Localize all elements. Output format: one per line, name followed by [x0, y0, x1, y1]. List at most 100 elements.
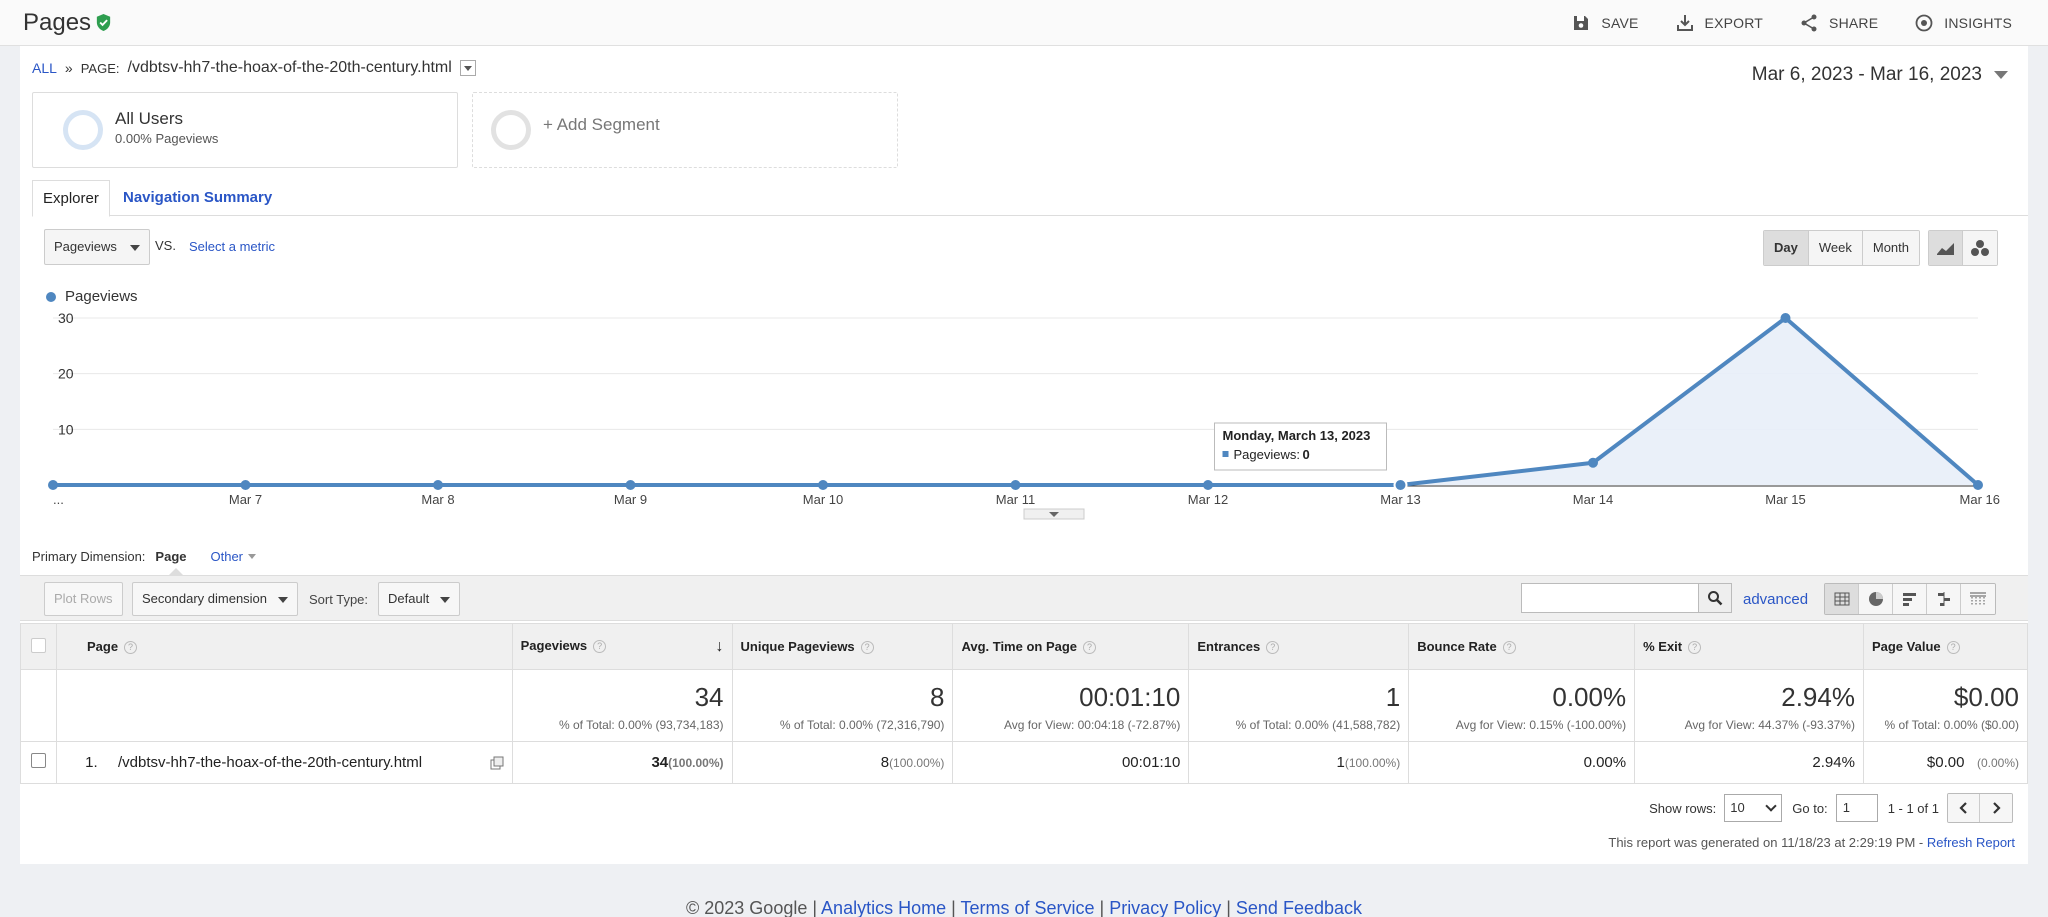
show-rows-label: Show rows: [1649, 800, 1717, 816]
x-tick-label: ... [53, 492, 64, 507]
page-dropdown-icon[interactable] [459, 60, 476, 76]
sort-type-dropdown[interactable]: Default [378, 582, 461, 616]
help-icon[interactable]: ? [1688, 641, 1702, 655]
col-bounce-rate[interactable]: Bounce Rate? [1408, 623, 1636, 670]
comparison-view-icon[interactable] [1927, 584, 1961, 614]
total-value: 1 [1385, 682, 1401, 712]
insights-button[interactable]: INSIGHTS [1914, 13, 2012, 33]
insights-label: INSIGHTS [1944, 15, 2012, 31]
select-metric-link[interactable]: Select a metric [189, 239, 275, 254]
performance-view-icon[interactable] [1893, 584, 1927, 614]
plot-rows-button[interactable]: Plot Rows [44, 582, 123, 616]
date-range-picker[interactable]: Mar 6, 2023 - Mar 16, 2023 [1752, 64, 2008, 86]
segment-subtext: 0.00% Pageviews [115, 131, 219, 146]
footer-feedback-link[interactable]: Send Feedback [1235, 898, 1362, 917]
primary-dimension: Primary Dimension: Page Other [32, 549, 257, 564]
open-page-icon[interactable] [490, 756, 504, 770]
refresh-report-link[interactable]: Refresh Report [1926, 835, 2015, 850]
col-unique-label: Unique Pageviews [740, 638, 855, 654]
export-label: EXPORT [1704, 15, 1764, 31]
help-icon[interactable]: ? [593, 639, 607, 653]
total-sub: Avg for View: 00:04:18 (-72.87%) [1004, 718, 1181, 732]
share-icon [1801, 14, 1817, 32]
totals-empty [55, 669, 513, 742]
select-all-checkbox[interactable] [30, 637, 46, 653]
series-area [53, 318, 1978, 485]
chart-legend: Pageviews [46, 288, 138, 305]
share-button[interactable]: SHARE [1799, 13, 1878, 33]
breadcrumb-all-link[interactable]: ALL [32, 60, 57, 76]
total-value: 2.94% [1781, 682, 1855, 712]
help-icon[interactable]: ? [1266, 641, 1280, 655]
row-page-link[interactable]: /vdbtsv-hh7-the-hoax-of-the-20th-century… [118, 754, 423, 771]
tab-navigation-summary[interactable]: Navigation Summary [123, 189, 273, 206]
footer-terms-link[interactable]: Terms of Service [960, 898, 1095, 917]
add-segment-button[interactable]: + Add Segment [472, 92, 898, 168]
pie-view-icon[interactable] [1859, 584, 1893, 614]
advanced-filter-link[interactable]: advanced [1743, 591, 1809, 608]
pivot-view-icon[interactable] [1961, 584, 1995, 614]
next-page-button[interactable] [1980, 794, 2012, 822]
prev-page-button[interactable] [1948, 794, 1980, 822]
metric-dropdown[interactable]: Pageviews [44, 229, 150, 265]
x-tick-label: Mar 8 [421, 492, 454, 507]
data-point [433, 480, 443, 490]
total-value: 0.00% [1552, 682, 1627, 712]
data-point [240, 480, 251, 490]
help-icon[interactable]: ? [124, 641, 138, 655]
y-tick-label: 10 [58, 421, 74, 437]
col-pageviews[interactable]: Pageviews? ↓ [511, 623, 733, 670]
export-button[interactable]: EXPORT [1675, 13, 1764, 33]
table-row: 1. /vdbtsv-hh7-the-hoax-of-the-20th-cent… [20, 741, 2029, 784]
y-tick-label: 30 [58, 310, 74, 326]
totals-empty [20, 669, 57, 742]
data-point [1010, 480, 1021, 490]
x-tick-label: Mar 10 [803, 492, 843, 507]
col-exit[interactable]: % Exit? [1634, 623, 1864, 670]
breadcrumb-page-label: PAGE: [80, 60, 120, 76]
col-page[interactable]: Page? [55, 623, 513, 670]
goto-input[interactable]: 1 [1835, 794, 1878, 822]
tab-explorer[interactable]: Explorer [32, 180, 110, 217]
primary-dimension-page[interactable]: Page [155, 549, 187, 564]
help-icon[interactable]: ? [1946, 641, 1960, 655]
search-button[interactable] [1699, 583, 1732, 613]
chart-type-toggle [1928, 230, 1998, 266]
data-point [1588, 457, 1598, 468]
footer-copyright: © 2023 Google [686, 898, 808, 917]
show-rows-select[interactable]: 10 [1724, 794, 1783, 822]
month-button[interactable]: Month [1862, 231, 1919, 265]
table-view-toggle [1824, 583, 1996, 615]
data-point [1780, 313, 1791, 323]
row-page-value: $0.00 (0.00%) [1862, 741, 2029, 784]
week-button[interactable]: Week [1808, 231, 1863, 265]
col-unique-pageviews[interactable]: Unique Pageviews? [731, 623, 954, 670]
row-checkbox[interactable] [30, 753, 46, 768]
row-pageviews-value: 34 [651, 754, 669, 771]
col-page-value[interactable]: Page Value? [1862, 623, 2029, 670]
secondary-dimension-dropdown[interactable]: Secondary dimension [132, 582, 299, 616]
footer-privacy-link[interactable]: Privacy Policy [1109, 898, 1222, 917]
total-value: $0.00 [1953, 682, 2019, 712]
search-icon [1708, 591, 1723, 606]
help-icon[interactable]: ? [860, 641, 874, 655]
data-table-view-icon[interactable] [1825, 584, 1859, 614]
day-button[interactable]: Day [1764, 231, 1809, 265]
save-button[interactable]: SAVE [1571, 13, 1638, 33]
data-table: Page? Pageviews? ↓ Unique Pageviews? Avg.… [20, 623, 2029, 784]
verified-check-icon [96, 13, 111, 32]
help-icon[interactable]: ? [1083, 641, 1097, 655]
table-search-input[interactable] [1521, 583, 1699, 613]
help-icon[interactable]: ? [1502, 641, 1516, 655]
col-avg-time[interactable]: Avg. Time on Page? [952, 623, 1190, 670]
line-chart-icon[interactable] [1929, 231, 1963, 265]
segment-all-users[interactable]: All Users 0.00% Pageviews [32, 92, 458, 168]
footer: © 2023 Google | Analytics Home | Terms o… [686, 898, 1362, 917]
col-page-label: Page [86, 638, 119, 654]
row-select-cell [20, 741, 57, 784]
motion-chart-icon[interactable] [1963, 231, 1997, 265]
footer-analytics-home-link[interactable]: Analytics Home [821, 898, 947, 917]
primary-dimension-other[interactable]: Other [211, 549, 257, 564]
col-entrances[interactable]: Entrances? [1188, 623, 1410, 670]
breadcrumb: ALL » PAGE: /vdbtsv-hh7-the-hoax-of-the-… [32, 59, 476, 77]
